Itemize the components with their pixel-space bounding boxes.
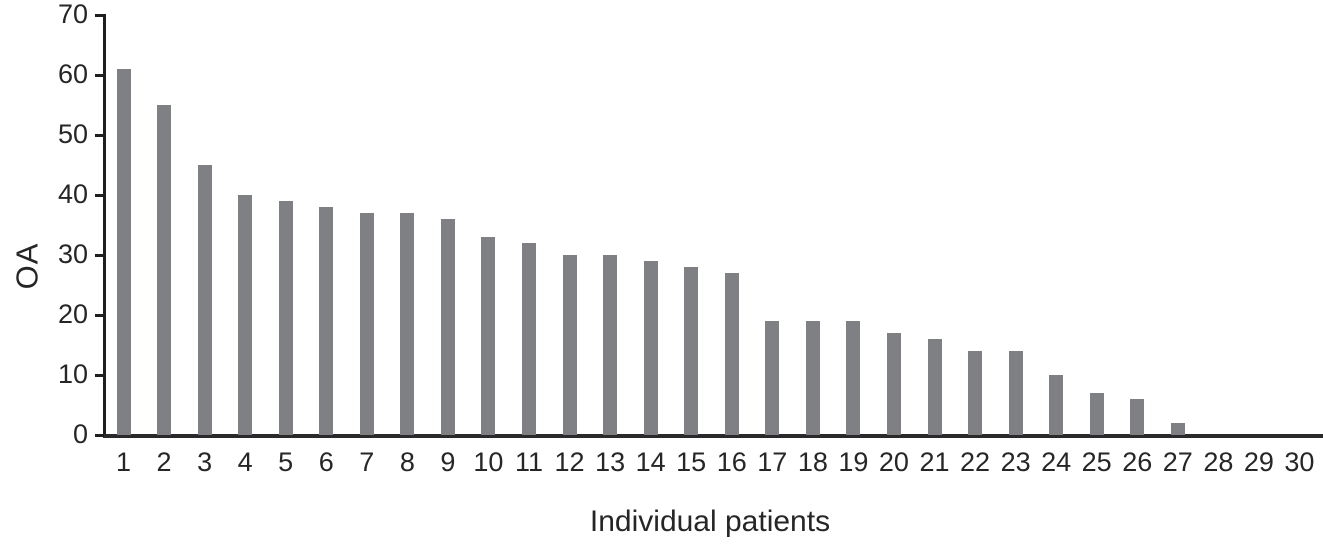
bar xyxy=(724,273,739,435)
x-tick-label: 17 xyxy=(757,447,788,477)
bar xyxy=(1130,399,1145,435)
bar xyxy=(927,339,942,435)
y-tick-label: 30 xyxy=(57,239,88,269)
bar xyxy=(846,321,861,435)
x-tick-label: 13 xyxy=(595,447,626,477)
x-tick-label: 25 xyxy=(1081,447,1112,477)
x-tick-label: 2 xyxy=(156,447,172,477)
x-tick-label: 20 xyxy=(878,447,909,477)
x-tick-label: 1 xyxy=(115,447,132,477)
bar xyxy=(684,267,699,435)
y-axis-tick xyxy=(95,74,104,77)
bar xyxy=(116,69,131,435)
y-axis-tick xyxy=(95,434,104,437)
bar xyxy=(1089,393,1104,435)
x-tick-label: 4 xyxy=(237,447,253,477)
y-tick-label: 20 xyxy=(57,299,88,329)
bar xyxy=(968,351,983,435)
y-tick-label: 10 xyxy=(57,359,88,389)
bar xyxy=(197,165,212,435)
x-tick-label: 27 xyxy=(1162,447,1193,477)
x-tick-label: 9 xyxy=(440,447,456,477)
x-tick-label: 22 xyxy=(960,447,991,477)
x-tick-label: 14 xyxy=(635,447,666,477)
y-axis-tick xyxy=(95,134,104,137)
y-axis-tick xyxy=(95,374,104,377)
bar xyxy=(1049,375,1064,435)
y-tick-label: 60 xyxy=(57,59,88,89)
x-tick-label: 26 xyxy=(1122,447,1153,477)
bar xyxy=(157,105,172,435)
bar xyxy=(522,243,536,435)
y-tick-label: 70 xyxy=(57,0,88,29)
x-tick-label: 19 xyxy=(838,447,869,477)
bar xyxy=(805,321,820,435)
x-tick-label: 5 xyxy=(278,447,294,477)
x-tick-label: 16 xyxy=(716,447,747,477)
bar xyxy=(359,213,374,435)
x-tick-label: 30 xyxy=(1284,447,1315,477)
bar xyxy=(765,321,780,435)
bar xyxy=(400,213,415,435)
x-axis-label: Individual patients xyxy=(589,505,831,538)
x-tick-label: 7 xyxy=(359,447,375,477)
bar xyxy=(481,237,496,435)
bar xyxy=(562,255,577,435)
x-tick-label: 8 xyxy=(399,447,415,477)
x-tick-label: 12 xyxy=(554,447,585,477)
y-tick-label: 0 xyxy=(72,419,88,449)
x-tick-label: 6 xyxy=(318,447,334,477)
x-tick-label: 15 xyxy=(676,447,707,477)
y-axis-line xyxy=(103,14,106,437)
bar xyxy=(278,201,293,435)
bar xyxy=(440,219,455,435)
y-axis-tick xyxy=(95,314,104,317)
bar xyxy=(643,261,658,435)
x-tick-label: 24 xyxy=(1041,447,1072,477)
x-tick-label: 11 xyxy=(514,447,544,477)
bar xyxy=(603,255,618,435)
y-axis-tick xyxy=(95,194,104,197)
x-tick-label: 29 xyxy=(1243,447,1274,477)
y-axis-tick xyxy=(95,14,104,17)
bar xyxy=(886,333,901,435)
y-tick-label: 50 xyxy=(57,119,88,149)
y-axis-tick xyxy=(95,254,104,257)
x-tick-label: 21 xyxy=(919,447,950,477)
x-tick-label: 18 xyxy=(797,447,828,477)
x-axis-line xyxy=(103,434,1323,438)
x-tick-label: 23 xyxy=(1000,447,1031,477)
bar xyxy=(319,207,334,435)
x-tick-label: 28 xyxy=(1203,447,1234,477)
bar xyxy=(1008,351,1023,435)
y-tick-label: 40 xyxy=(57,179,88,209)
x-tick-label: 10 xyxy=(473,447,504,477)
bar xyxy=(238,195,253,435)
x-tick-label: 3 xyxy=(197,447,213,477)
bar xyxy=(1170,423,1185,435)
